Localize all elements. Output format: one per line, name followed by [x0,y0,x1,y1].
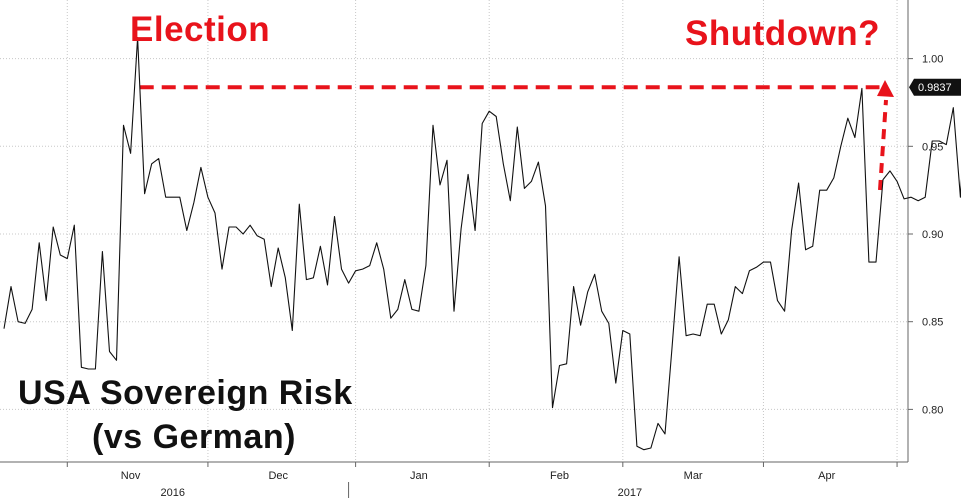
reference-line-layer [139,80,894,191]
x-month-label: Apr [818,470,835,482]
y-tick-label: 0.95 [922,141,943,153]
y-tick-label: 0.90 [922,229,943,241]
x-month-label: Jan [410,470,428,482]
chart-title-line1: USA Sovereign Risk [18,374,353,412]
last-value-box [909,78,961,96]
arrow-head [877,80,894,97]
series-line [3,37,961,451]
y-tick-label: 1.00 [922,54,943,66]
x-year-label: 2016 [161,487,185,499]
x-month-label: Mar [684,470,703,482]
x-month-label: Feb [550,470,569,482]
y-tick-label: 0.80 [922,404,943,416]
x-month-label: Nov [121,470,141,482]
series-layer [3,37,961,451]
x-year-label: 2017 [618,487,642,499]
annotation-election: Election [130,10,271,49]
arrow-shaft [878,99,888,191]
grid [0,0,908,462]
last-value-label: 0.9837 [918,82,952,94]
axes: 0.80 0.85 0.90 0.95 1.00 Nov Dec Jan Feb Mar Apr 20… [0,0,943,499]
value-label-layer: 0.9837 [909,78,961,96]
chart-title-line2: (vs German) [92,418,296,456]
x-month-label: Dec [268,470,288,482]
y-tick-label: 0.85 [922,317,943,329]
annotation-shutdown: Shutdown? [685,14,881,53]
